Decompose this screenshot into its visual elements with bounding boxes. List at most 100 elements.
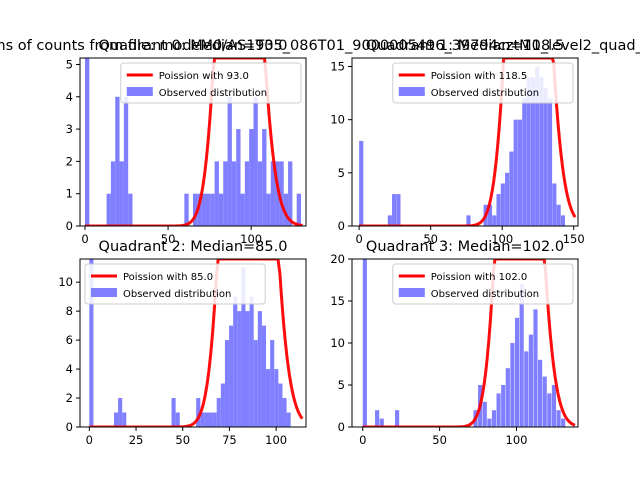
legend-box: [392, 263, 574, 305]
histogram-bar: [171, 398, 176, 427]
histogram-bar: [296, 193, 302, 226]
histogram-bar: [547, 98, 553, 226]
histogram-bar: [510, 343, 515, 427]
poisson-curve: [89, 259, 304, 427]
y-tick-label: 0: [66, 420, 73, 434]
histogram-bar: [496, 194, 501, 226]
panel-title: Quadrant 1: Median=118.5: [366, 38, 564, 54]
histogram-bar: [266, 369, 271, 427]
histogram-bar: [396, 194, 401, 226]
histogram-bar: [517, 119, 523, 226]
histogram-bar: [466, 215, 471, 226]
quadrant-1-panel: 0 50 100 150 0 5 10 15 Quadrant 1: Median=118.5 P…: [330, 38, 584, 246]
x-tick-label: 150: [563, 232, 585, 246]
histogram-bar: [530, 77, 535, 226]
legend-observed-swatch: [398, 288, 425, 297]
histogram-bar: [561, 418, 566, 427]
histogram-bar: [560, 215, 565, 226]
x-tick-label: 25: [129, 433, 144, 447]
axes-frame: [351, 57, 579, 227]
y-tick-label: 5: [66, 57, 73, 71]
y-tick-label: 20: [330, 252, 345, 266]
y-tick-label: 15: [330, 294, 345, 308]
histogram-bar: [249, 129, 254, 226]
quadrant-3-panel: 0 50 100 0 5 10 15 20 Quadrant 3: Median=102.0 Po…: [330, 239, 579, 447]
histogram-bar: [509, 151, 514, 226]
histogram-bar: [282, 398, 287, 427]
histogram-bar: [533, 309, 538, 427]
legend-observed-swatch: [126, 87, 153, 96]
x-tick-label: 100: [240, 232, 262, 246]
x-tick-label: 100: [491, 232, 513, 246]
plot-area: [89, 259, 304, 427]
y-tick-label: 5: [338, 166, 345, 180]
legend-observed-swatch: [398, 87, 425, 96]
histogram-bar: [278, 383, 283, 427]
histogram-bar: [487, 204, 493, 226]
histogram-bar: [359, 140, 364, 226]
histogram-bar: [84, 58, 90, 226]
plot-area: [84, 58, 303, 226]
histogram-bar: [197, 193, 202, 226]
histogram-bar: [275, 161, 280, 226]
histogram-bar: [522, 98, 527, 226]
histogram-bar: [237, 311, 242, 427]
histogram-bar: [231, 161, 237, 226]
y-tick-label: 3: [66, 122, 73, 136]
legend-observed-label: Observed distribution: [123, 289, 231, 300]
histogram-bar: [262, 129, 267, 226]
histogram-bar: [214, 161, 219, 226]
histogram-bar: [106, 193, 111, 226]
legend-observed-label: Observed distribution: [431, 289, 539, 300]
histogram-bar: [547, 393, 552, 427]
histogram-bar: [115, 96, 120, 226]
histogram-bar: [110, 161, 116, 226]
histogram-bar: [551, 385, 557, 427]
legend-observed-swatch: [91, 288, 117, 297]
y-tick-label: 10: [330, 113, 345, 127]
x-tick-label: 75: [222, 433, 237, 447]
histogram-bar: [392, 194, 397, 226]
quadrant-2-panel: 0 25 50 75 100 0 2 4 6 8 10 Quadrant 2: Median=85.0…: [58, 239, 307, 447]
histogram-bar: [244, 161, 250, 226]
histogram-bar: [229, 325, 234, 427]
legend-poisson-label: Poission with 85.0: [123, 272, 213, 283]
histogram-bar: [257, 161, 263, 226]
histogram-bar: [274, 369, 279, 427]
x-tick-label: 50: [432, 433, 447, 447]
histogram-bar: [249, 296, 254, 427]
y-tick-label: 1: [66, 187, 73, 201]
histogram-bar: [279, 161, 284, 226]
histogram-bar: [514, 317, 520, 427]
histogram-bar: [538, 359, 543, 427]
histogram-bar: [501, 385, 506, 427]
histogram-bar: [123, 96, 129, 226]
legend-poisson-label: Poission with 102.0: [431, 272, 527, 283]
legend-box: [392, 62, 574, 104]
histogram-bar: [266, 193, 271, 226]
histogram-bar: [118, 398, 123, 427]
histogram-bar: [261, 325, 267, 427]
histogram-bar: [556, 204, 561, 226]
histogram-bar: [513, 119, 518, 226]
y-tick-label: 8: [66, 304, 73, 318]
panel-title: Quadrant 3: Median=102.0: [366, 239, 564, 255]
histogram-bar: [216, 398, 221, 427]
histogram-bar: [233, 296, 238, 427]
x-tick-label: 0: [359, 433, 366, 447]
histogram-bar: [245, 311, 250, 427]
histogram-bar: [283, 193, 289, 226]
histogram-bar: [193, 193, 198, 226]
histogram-bar: [122, 412, 127, 427]
y-tick-label: 4: [66, 90, 73, 104]
histogram-bar: [482, 401, 487, 427]
y-tick-label: 10: [330, 336, 345, 350]
histogram-bar: [257, 311, 262, 427]
histogram-bar: [224, 340, 230, 427]
histogram-bar: [496, 393, 501, 427]
panel-title: Quadrant 2: Median=85.0: [99, 239, 288, 255]
y-tick-label: 2: [66, 391, 73, 405]
x-tick-label: 50: [423, 232, 438, 246]
quadrant-0-panel: 0 50 100 0 1 2 3 4 5 Quadrant 0: Median=93.0 Poiss…: [66, 38, 307, 246]
